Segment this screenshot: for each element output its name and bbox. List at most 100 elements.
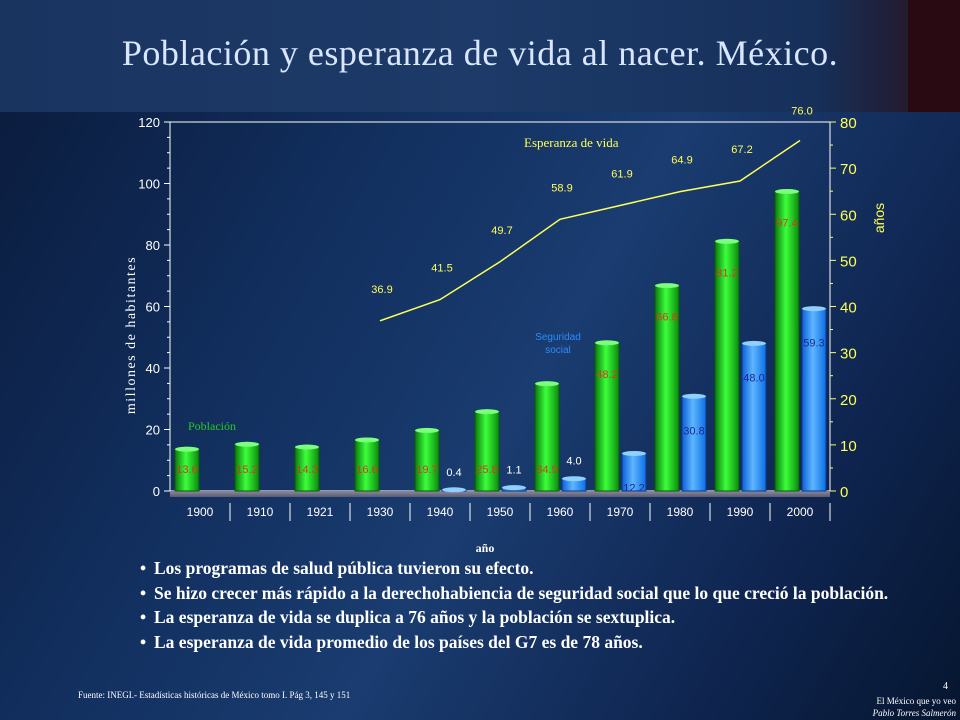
x-axis-tick-label: 1950 [487, 505, 514, 519]
social-security-bar [741, 342, 767, 492]
footer-author: Pablo Torres Salmerón [872, 708, 956, 718]
population-data-label: 19.7 [416, 464, 437, 476]
y-axis-tick-label: 100 [138, 177, 160, 192]
population-bar [354, 439, 380, 492]
population-series-label: Población [188, 419, 236, 433]
x-axis-tick-label: 1970 [607, 505, 634, 519]
social-security-series-label: Seguridad [535, 332, 581, 343]
life-expectancy-data-label: 61.9 [611, 168, 632, 180]
population-bar-top [775, 188, 799, 194]
life-expectancy-data-label: 58.9 [551, 182, 572, 194]
source-note: Fuente: INEGI.- Estadísticas históricas … [78, 690, 351, 700]
population-bar [294, 446, 320, 492]
bullet-item: • Los programas de salud pública tuvieron… [140, 556, 900, 581]
social-security-data-label: 59.3 [803, 338, 824, 350]
y-axis-tick-label: 80 [146, 238, 160, 253]
y2-axis-tick-label: 10 [840, 438, 857, 455]
chart-floor [170, 491, 830, 497]
social-security-bar-top [682, 393, 706, 399]
y-axis-tick-label: 120 [138, 115, 160, 130]
population-data-label: 48.2 [596, 369, 617, 381]
population-data-label: 16.6 [356, 464, 377, 476]
bullet-marker: • [140, 607, 147, 627]
corner-decoration [908, 0, 960, 112]
social-security-series-label: social [545, 345, 571, 356]
x-axis-tick-label: 1900 [187, 505, 214, 519]
life-expectancy-data-label: 67.2 [731, 144, 752, 156]
y-axis-tick-label: 20 [146, 423, 160, 438]
population-bar-top [655, 283, 679, 289]
population-bar-top [355, 437, 379, 443]
life-expectancy-line [379, 139, 801, 322]
bullet-text: Se hizo crecer más rápido a la derechoha… [154, 582, 889, 603]
population-bar-top [235, 441, 259, 447]
y2-axis-tick-label: 0 [840, 484, 848, 501]
population-data-label: 81.2 [716, 267, 737, 279]
y2-axis-tick-label: 70 [840, 161, 857, 178]
social-security-bar-top [622, 450, 646, 456]
x-axis-tick-label: 1921 [307, 505, 334, 519]
x-axis-tick-label: 1990 [727, 505, 754, 519]
social-security-bar-top [562, 476, 586, 482]
social-security-data-label: 1.1 [506, 465, 521, 477]
y2-axis-title: años [871, 203, 887, 233]
population-bar [534, 383, 560, 492]
life-expectancy-data-label: 36.9 [371, 284, 392, 296]
bullet-marker: • [140, 558, 147, 578]
life-expectancy-data-label: 76.0 [791, 105, 812, 117]
social-security-bar [801, 308, 827, 492]
population-data-label: 15.2 [236, 464, 257, 476]
social-security-bar-top [802, 306, 826, 312]
population-bar-top [475, 409, 499, 415]
y2-axis-tick-label: 80 [840, 115, 857, 132]
y2-axis-tick-label: 50 [840, 253, 857, 270]
y-axis-tick-label: 60 [146, 300, 160, 315]
y2-axis-tick-label: 60 [840, 207, 857, 224]
population-bar-top [175, 446, 199, 452]
social-security-data-label: 30.8 [683, 425, 704, 437]
bullet-item: • Se hizo crecer más rápido a la derechoh… [140, 581, 900, 606]
bullet-marker: • [140, 631, 147, 652]
y2-axis-tick-label: 30 [840, 346, 857, 363]
population-bar-top [595, 340, 619, 346]
social-security-data-label: 4.0 [566, 456, 581, 468]
page-number: 4 [943, 681, 948, 692]
life-expectancy-data-label: 41.5 [431, 263, 452, 275]
bullet-text: La esperanza de vida se duplica a 76 año… [154, 607, 676, 627]
social-security-bar-top [742, 340, 766, 346]
title-bar [0, 0, 960, 112]
social-security-data-label: 0.4 [446, 467, 461, 479]
social-security-bar-top [442, 487, 466, 493]
y-axis-tick-label: 0 [153, 484, 160, 499]
x-axis-tick-label: 1980 [667, 505, 694, 519]
bullet-text: La esperanza de vida promedio de los paí… [154, 631, 643, 652]
x-axis-title: año [476, 541, 495, 555]
x-axis-tick-label: 1910 [247, 505, 274, 519]
bullet-marker: • [140, 582, 147, 603]
slide-title: Población y esperanza de vida al nacer. … [121, 33, 839, 73]
y-axis-tick-label: 40 [146, 361, 160, 376]
population-bar [714, 240, 740, 492]
social-security-data-label: 48.0 [743, 372, 764, 384]
population-bar-top [715, 238, 739, 244]
population-bar [594, 342, 620, 492]
life-expectancy-series-label: Esperanza de vida [524, 135, 619, 150]
bullet-item: • La esperanza de vida se duplica a 76 añ… [140, 605, 900, 630]
population-bar [774, 190, 800, 492]
x-axis-tick-label: 2000 [787, 505, 814, 519]
social-security-data-label: 12.2 [623, 482, 644, 494]
y2-axis-tick-label: 40 [840, 300, 857, 317]
bullet-item: • La esperanza de vida promedio de los pa… [140, 630, 900, 655]
x-axis-tick-label: 1930 [367, 505, 394, 519]
social-security-bar [681, 395, 707, 492]
footer-title: El México que yo veo [876, 696, 956, 706]
population-bar-top [415, 427, 439, 433]
population-bar [234, 443, 260, 492]
population-data-label: 97.4 [776, 217, 797, 229]
y-axis-title: millones de habitantes [124, 256, 139, 414]
population-data-label: 13.6 [176, 464, 197, 476]
population-bar [474, 411, 500, 492]
bullet-list: • Los programas de salud pública tuvieron… [140, 556, 900, 654]
x-axis-tick-label: 1940 [427, 505, 454, 519]
